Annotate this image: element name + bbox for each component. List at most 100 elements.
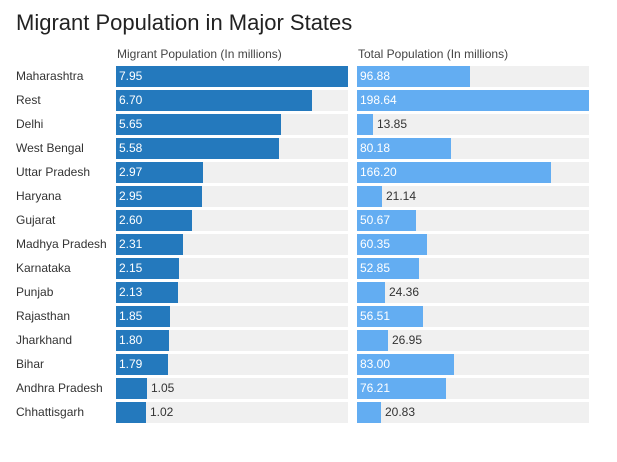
migrant-bar (116, 234, 183, 255)
state-label: Jharkhand (16, 333, 73, 347)
row-west-bengal: West Bengal 5.58 80.18 (0, 138, 617, 159)
migrant-bar-track: 5.58 (116, 138, 348, 159)
total-bar (357, 138, 451, 159)
row-rajasthan: Rajasthan 1.85 56.51 (0, 306, 617, 327)
total-bar-track: 96.88 (357, 66, 589, 87)
total-value-label: 24.36 (389, 285, 420, 299)
state-label: Madhya Pradesh (16, 237, 107, 251)
state-label: Gujarat (16, 213, 56, 227)
total-bar-track: 166.20 (357, 162, 589, 183)
row-delhi: Delhi 5.65 13.85 (0, 114, 617, 135)
total-bar (357, 234, 427, 255)
migrant-value-label: 1.05 (151, 381, 175, 395)
migrant-bar-track: 2.95 (116, 186, 348, 207)
chart-title: Migrant Population in Major States (16, 10, 353, 35)
total-bar (357, 378, 446, 399)
migrant-value-label: 1.02 (150, 405, 174, 419)
migrant-bar-track: 1.05 (116, 378, 348, 399)
migrant-bar-track: 2.97 (116, 162, 348, 183)
state-label: Rajasthan (16, 309, 71, 323)
total-bar (357, 66, 470, 87)
total-value-label: 80.18 (360, 141, 391, 155)
migrant-bar-track: 2.60 (116, 210, 348, 231)
row-chhattisgarh: Chhattisgarh 1.02 20.83 (0, 402, 617, 423)
total-value-label: 76.21 (360, 381, 391, 395)
total-value-label: 20.83 (385, 405, 416, 419)
state-label: Maharashtra (16, 69, 84, 83)
migrant-bar-track: 7.95 (116, 66, 348, 87)
migrant-bar-track: 2.31 (116, 234, 348, 255)
row-maharashtra: Maharashtra 7.95 96.88 (0, 66, 617, 87)
migrant-value-label: 5.58 (119, 141, 143, 155)
total-bar-track: 83.00 (357, 354, 589, 375)
total-bar-track: 60.35 (357, 234, 589, 255)
migrant-value-label: 1.79 (119, 357, 143, 371)
total-value-label: 96.88 (360, 69, 391, 83)
row-andhra-pradesh: Andhra Pradesh 1.05 76.21 (0, 378, 617, 399)
total-value-label: 26.95 (392, 333, 423, 347)
migrant-bar (116, 258, 179, 279)
migrant-bar (116, 186, 202, 207)
row-rest: Rest 6.70 198.64 (0, 90, 617, 111)
total-bar-track: 13.85 (357, 114, 589, 135)
total-bar-track: 20.83 (357, 402, 589, 423)
migrant-bar-track: 1.02 (116, 402, 348, 423)
total-value-label: 56.51 (360, 309, 391, 323)
migrant-value-label: 2.15 (119, 261, 143, 275)
migrant-value-label: 2.60 (119, 213, 143, 227)
total-value-label: 198.64 (360, 93, 397, 107)
total-bar (357, 114, 373, 135)
total-column-header: Total Population (In millions) (358, 47, 509, 61)
migrant-bar (116, 306, 170, 327)
total-value-label: 60.35 (360, 237, 391, 251)
total-bar (357, 90, 589, 111)
state-label: Haryana (16, 189, 62, 203)
migrant-bar-track: 5.65 (116, 114, 348, 135)
migrant-value-label: 2.97 (119, 165, 143, 179)
row-uttar-pradesh: Uttar Pradesh 2.97 166.20 (0, 162, 617, 183)
total-bar (357, 330, 388, 351)
migrant-bar (116, 402, 146, 423)
migrant-bar (116, 138, 279, 159)
migrant-bar-track: 1.85 (116, 306, 348, 327)
migrant-bar-track: 1.79 (116, 354, 348, 375)
row-karnataka: Karnataka 2.15 52.85 (0, 258, 617, 279)
state-label: Andhra Pradesh (16, 381, 103, 395)
state-label: Rest (16, 93, 41, 107)
migrant-value-label: 6.70 (119, 93, 143, 107)
total-value-label: 83.00 (360, 357, 391, 371)
total-bar (357, 258, 419, 279)
migrant-value-label: 7.95 (119, 69, 143, 83)
total-bar-track: 21.14 (357, 186, 589, 207)
migrant-value-label: 5.65 (119, 117, 143, 131)
state-label: Karnataka (16, 261, 71, 275)
total-bar-track: 52.85 (357, 258, 589, 279)
total-bar-track: 80.18 (357, 138, 589, 159)
migrant-value-label: 2.31 (119, 237, 143, 251)
row-gujarat: Gujarat 2.60 50.67 (0, 210, 617, 231)
migrant-bar-track: 6.70 (116, 90, 348, 111)
total-value-label: 166.20 (360, 165, 397, 179)
migrant-value-label: 1.80 (119, 333, 143, 347)
state-label: West Bengal (16, 141, 84, 155)
row-bihar: Bihar 1.79 83.00 (0, 354, 617, 375)
total-bar (357, 402, 381, 423)
total-value-label: 52.85 (360, 261, 391, 275)
migrant-bar-track: 2.13 (116, 282, 348, 303)
state-label: Bihar (16, 357, 45, 371)
migrant-bar (116, 210, 192, 231)
row-jharkhand: Jharkhand 1.80 26.95 (0, 330, 617, 351)
total-bar-track: 198.64 (357, 90, 589, 111)
total-bar-track: 56.51 (357, 306, 589, 327)
total-bar-track: 76.21 (357, 378, 589, 399)
state-label: Chhattisgarh (16, 405, 85, 419)
total-bar (357, 354, 454, 375)
migrant-bar-track: 2.15 (116, 258, 348, 279)
migrant-value-label: 2.13 (119, 285, 143, 299)
migrant-bar (116, 378, 147, 399)
migrant-bar-track: 1.80 (116, 330, 348, 351)
migrant-bar (116, 354, 168, 375)
migrant-bar (116, 114, 281, 135)
migrant-value-label: 2.95 (119, 189, 143, 203)
total-bar-track: 50.67 (357, 210, 589, 231)
